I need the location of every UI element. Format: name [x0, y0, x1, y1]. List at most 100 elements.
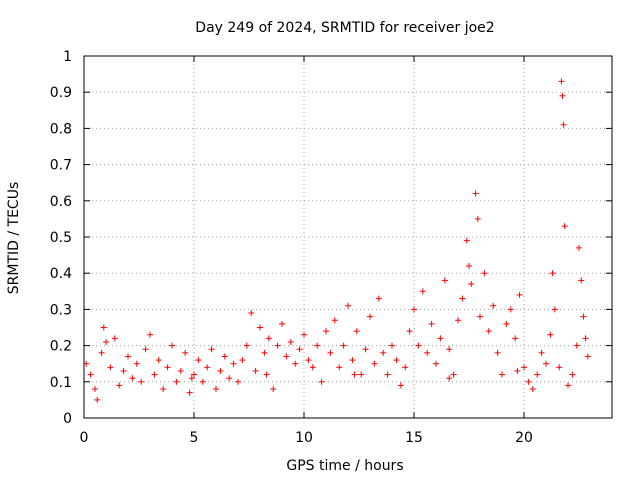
data-point — [111, 335, 118, 342]
data-point — [556, 364, 563, 371]
data-point — [371, 360, 378, 367]
data-point — [120, 367, 127, 374]
data-point — [191, 371, 197, 378]
data-point — [353, 328, 360, 335]
data-point — [261, 349, 268, 356]
data-point — [512, 335, 519, 342]
data-point — [543, 360, 549, 367]
data-point — [534, 371, 541, 378]
y-tick-label: 0 — [63, 411, 72, 427]
y-tick-label: 0.5 — [50, 230, 72, 246]
data-point — [472, 190, 479, 197]
data-point — [98, 349, 105, 356]
data-point — [345, 302, 351, 309]
data-point — [279, 320, 285, 327]
y-tick-label: 0.9 — [50, 85, 72, 101]
data-point — [384, 371, 391, 378]
data-point — [477, 313, 483, 320]
data-point — [235, 378, 241, 385]
data-point — [455, 317, 461, 324]
data-point — [351, 371, 358, 378]
data-point — [474, 215, 481, 222]
data-point — [103, 338, 109, 345]
data-point — [375, 295, 382, 302]
data-point — [450, 371, 457, 378]
y-tick-label: 0.4 — [50, 266, 72, 282]
data-point — [305, 357, 312, 364]
data-point — [393, 357, 400, 364]
data-point — [565, 382, 571, 389]
data-point — [182, 349, 189, 356]
data-point — [142, 346, 149, 353]
data-point — [358, 371, 365, 378]
data-point — [87, 371, 94, 378]
data-point — [296, 346, 303, 353]
data-point — [265, 335, 272, 342]
data-point — [463, 237, 470, 244]
data-point — [529, 386, 536, 393]
data-point — [428, 320, 435, 327]
data-points — [83, 78, 591, 403]
data-point — [160, 386, 167, 393]
y-tick-label: 0.8 — [50, 121, 72, 137]
x-tick-label: 5 — [190, 430, 199, 446]
data-point — [551, 306, 558, 313]
data-point — [239, 357, 246, 364]
data-point — [107, 364, 114, 371]
data-point — [173, 378, 180, 385]
data-point — [380, 349, 387, 356]
data-point — [252, 367, 259, 374]
y-axis-label: SRMTID / TECUs — [6, 182, 22, 295]
data-point — [147, 331, 153, 338]
data-point — [301, 331, 307, 338]
data-point — [397, 382, 404, 389]
data-point — [92, 386, 98, 393]
x-tick-label: 10 — [295, 430, 313, 446]
data-point — [521, 364, 527, 371]
data-point — [584, 353, 591, 360]
y-tick-label: 0.1 — [50, 375, 72, 391]
data-point — [446, 346, 453, 353]
data-point — [226, 375, 233, 382]
data-point — [340, 342, 347, 349]
data-point — [208, 346, 215, 353]
data-point — [406, 328, 413, 335]
data-point — [516, 291, 523, 298]
data-point — [314, 342, 321, 349]
data-point — [514, 367, 521, 374]
data-point — [560, 121, 567, 128]
data-point — [133, 360, 140, 367]
y-tick-label: 0.7 — [50, 158, 72, 174]
data-point — [100, 324, 107, 331]
data-point — [318, 378, 325, 385]
data-point — [362, 346, 369, 353]
data-point — [494, 349, 501, 356]
y-tick-label: 1 — [63, 49, 72, 65]
data-point — [402, 364, 409, 371]
data-point — [411, 306, 417, 313]
data-point — [217, 367, 224, 374]
grid-lines — [84, 56, 612, 418]
data-point — [547, 331, 554, 338]
data-point — [257, 324, 263, 331]
data-point — [424, 349, 431, 356]
data-point — [561, 223, 568, 230]
data-point — [576, 244, 582, 251]
data-point — [188, 375, 195, 382]
data-point — [309, 364, 316, 371]
data-point — [367, 313, 373, 320]
data-point — [349, 357, 356, 364]
data-point — [466, 262, 472, 269]
data-point — [437, 335, 444, 342]
data-point — [415, 342, 422, 349]
data-point — [336, 364, 343, 371]
data-point — [331, 317, 338, 324]
data-point — [125, 353, 131, 360]
tick-labels: 00.10.20.30.40.50.60.70.80.910 5 10 15 20 — [50, 49, 533, 446]
data-point — [582, 335, 589, 342]
data-point — [94, 396, 101, 403]
data-point — [116, 382, 123, 389]
data-point — [499, 371, 505, 378]
x-tick-label: 0 — [80, 430, 89, 446]
